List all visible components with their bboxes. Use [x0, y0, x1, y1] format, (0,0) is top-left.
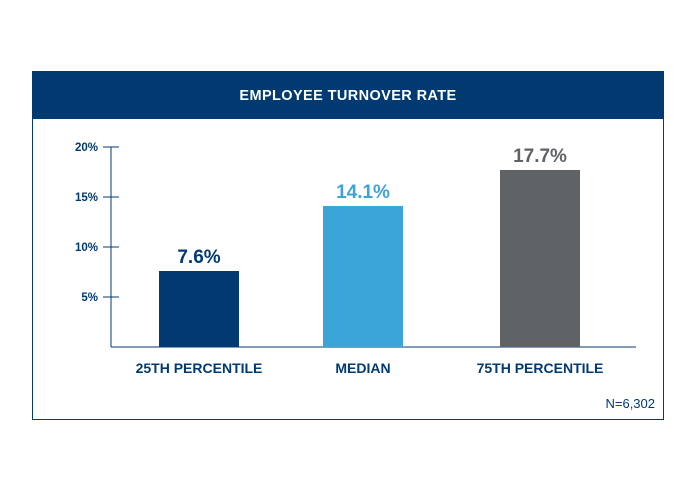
- y-tick-label: 5%: [81, 292, 98, 304]
- bar: [159, 271, 239, 347]
- y-tick-label: 15%: [75, 192, 98, 204]
- bar-value-label: 7.6%: [177, 247, 220, 268]
- chart-title: EMPLOYEE TURNOVER RATE: [33, 72, 663, 119]
- bar: [323, 206, 403, 347]
- category-label: 25TH PERCENTILE: [136, 360, 263, 376]
- bar: [500, 170, 580, 347]
- category-label: MEDIAN: [335, 360, 390, 376]
- category-label: 75TH PERCENTILE: [477, 360, 604, 376]
- bar-value-label: 14.1%: [336, 182, 390, 203]
- bar-value-label: 17.7%: [513, 146, 567, 167]
- sample-size-note: N=6,302: [605, 396, 655, 411]
- y-tick-label: 10%: [75, 242, 98, 254]
- y-tick-label: 20%: [75, 142, 98, 154]
